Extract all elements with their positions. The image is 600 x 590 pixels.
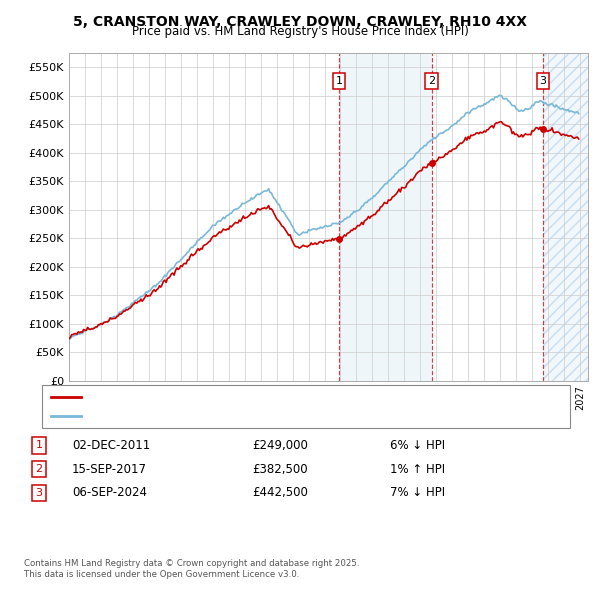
- Text: This data is licensed under the Open Government Licence v3.0.: This data is licensed under the Open Gov…: [24, 571, 299, 579]
- Text: Contains HM Land Registry data © Crown copyright and database right 2025.: Contains HM Land Registry data © Crown c…: [24, 559, 359, 568]
- Text: HPI: Average price, semi-detached house, Mid Sussex: HPI: Average price, semi-detached house,…: [87, 411, 367, 421]
- Text: £442,500: £442,500: [252, 486, 308, 499]
- Text: 3: 3: [539, 76, 547, 86]
- Text: 5, CRANSTON WAY, CRAWLEY DOWN, CRAWLEY, RH10 4XX (semi-detached house): 5, CRANSTON WAY, CRAWLEY DOWN, CRAWLEY, …: [87, 392, 515, 402]
- Text: 15-SEP-2017: 15-SEP-2017: [72, 463, 147, 476]
- Text: 02-DEC-2011: 02-DEC-2011: [72, 439, 150, 452]
- Text: Price paid vs. HM Land Registry's House Price Index (HPI): Price paid vs. HM Land Registry's House …: [131, 25, 469, 38]
- Text: £249,000: £249,000: [252, 439, 308, 452]
- Text: 7% ↓ HPI: 7% ↓ HPI: [390, 486, 445, 499]
- Bar: [543, 53, 588, 381]
- Text: 5, CRANSTON WAY, CRAWLEY DOWN, CRAWLEY, RH10 4XX: 5, CRANSTON WAY, CRAWLEY DOWN, CRAWLEY, …: [73, 15, 527, 29]
- Text: 2: 2: [35, 464, 43, 474]
- Text: 3: 3: [35, 488, 43, 497]
- Text: 1: 1: [35, 441, 43, 450]
- Text: 1% ↑ HPI: 1% ↑ HPI: [390, 463, 445, 476]
- Text: £382,500: £382,500: [252, 463, 308, 476]
- Text: 06-SEP-2024: 06-SEP-2024: [72, 486, 147, 499]
- Text: 6% ↓ HPI: 6% ↓ HPI: [390, 439, 445, 452]
- Text: 2: 2: [428, 76, 435, 86]
- Bar: [339, 53, 431, 381]
- Text: 1: 1: [335, 76, 343, 86]
- Bar: [543, 53, 588, 381]
